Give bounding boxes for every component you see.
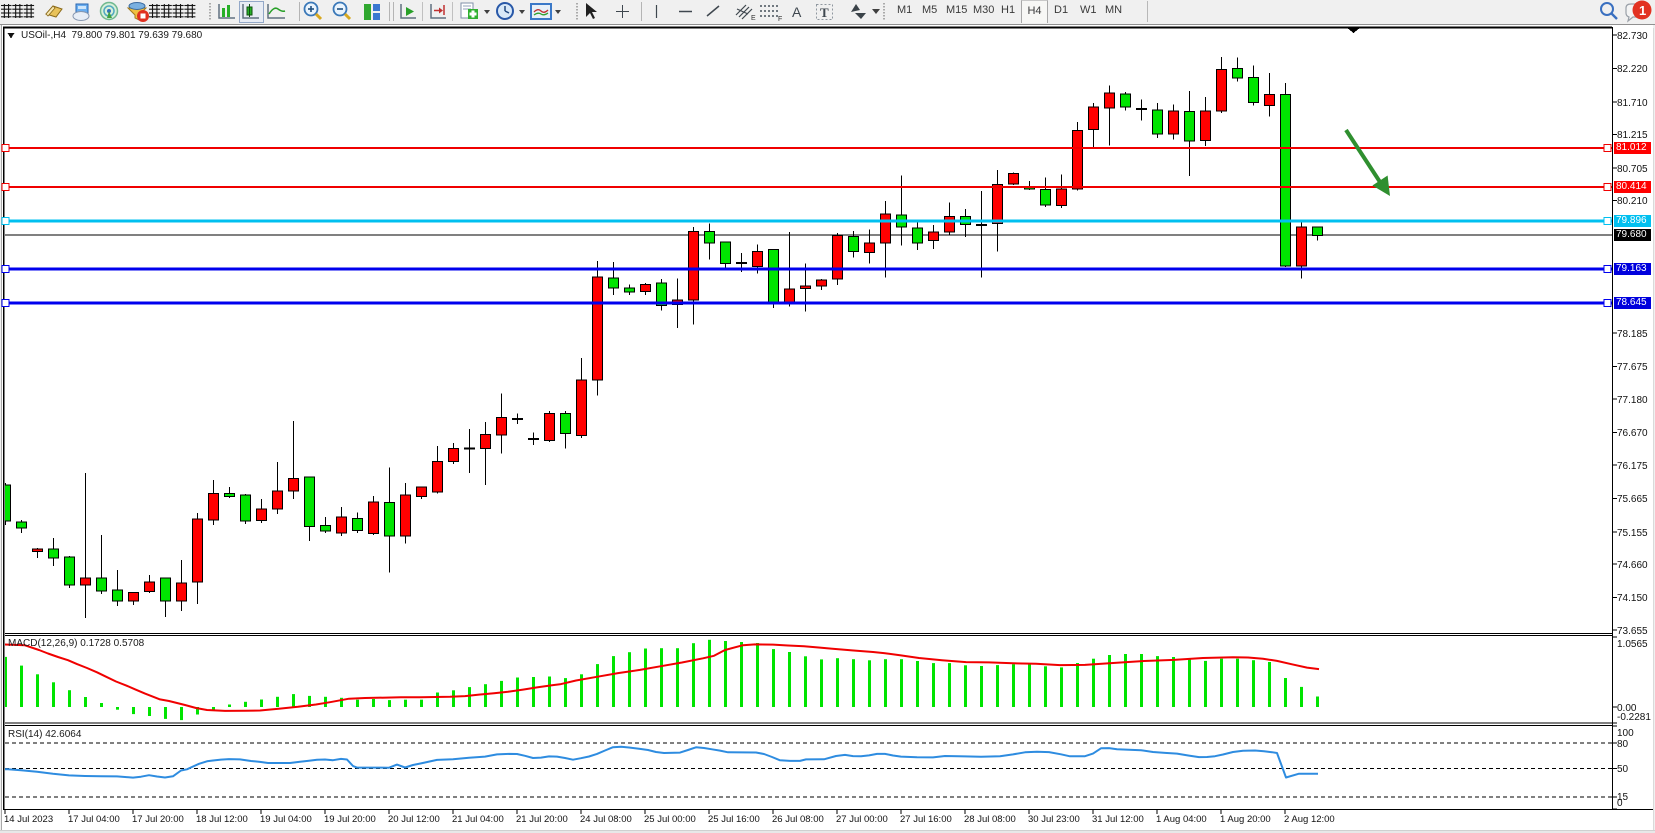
svg-text:E: E xyxy=(751,15,756,22)
svg-text:F: F xyxy=(778,16,782,23)
svg-text:T: T xyxy=(820,5,829,20)
svg-text:1: 1 xyxy=(1639,3,1646,18)
svg-text:A: A xyxy=(792,4,802,20)
